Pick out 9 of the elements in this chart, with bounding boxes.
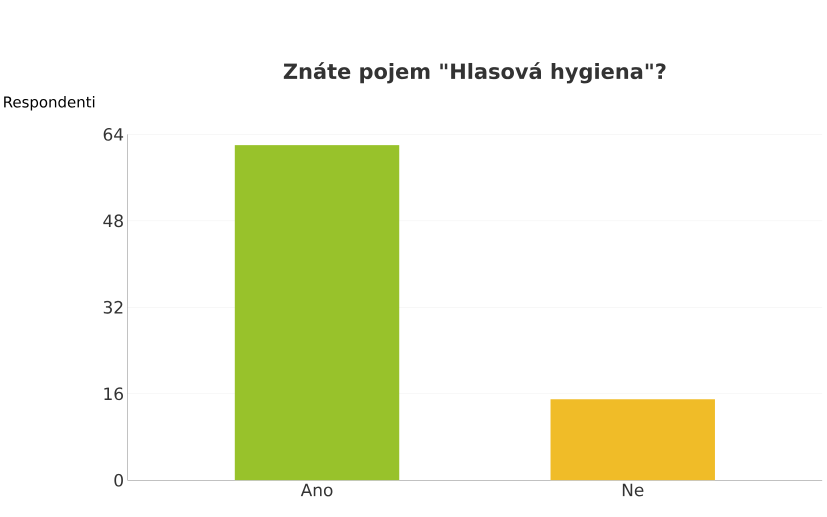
y-tick-label: 32 [104,300,122,314]
y-tick-label: 48 [103,214,123,228]
x-tick-label: Ne [622,484,644,496]
x-tick-label: Ano [300,484,332,496]
y-axis-title: Respondenti [4,96,94,110]
chart-title: Znáte pojem "Hlasová hygiena"? [284,62,666,84]
y-tick-label: 0 [114,474,123,487]
y-tick-label: 16 [104,387,123,400]
y-tick-label: 64 [104,128,124,141]
